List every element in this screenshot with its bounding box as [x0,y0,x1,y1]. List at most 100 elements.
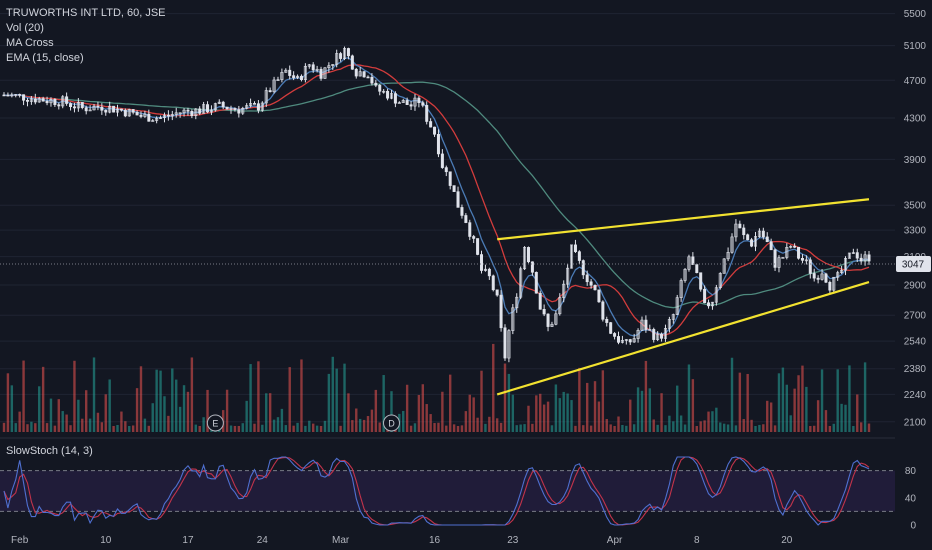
time-tick: 23 [507,535,519,546]
candle-body [421,102,425,106]
candle-body [378,84,382,92]
candle-body [840,269,844,273]
volume-bar [108,379,111,432]
volume-bar [785,384,789,432]
candle-body [323,67,327,79]
candle-body [515,296,519,309]
volume-bar [445,425,448,432]
volume-bar [539,393,542,432]
candle-body [530,261,534,273]
candle-body [753,236,757,247]
volume-bar [816,400,820,432]
volume-bar [69,425,72,432]
volume-bar [441,391,444,432]
volume-bar [61,411,64,432]
candle-body [448,171,452,186]
volume-bar [468,394,471,432]
candle-body [194,108,198,117]
volume-bar [699,421,702,432]
price-axis[interactable]: 5500510047004300390035003300310029002700… [895,0,932,550]
volume-bar [104,394,107,432]
candle-body [589,281,593,286]
candle-body [288,69,292,76]
volume-bar [773,425,777,432]
volume-bar [456,425,460,432]
volume-bar [703,420,706,432]
candle-body [523,247,527,270]
candle-body [100,106,104,111]
candle-body [444,167,448,173]
volume-bar [691,379,695,432]
candle-body [730,236,734,253]
volume-bar [495,418,499,432]
candle-body [292,75,296,79]
volume-bar [139,366,143,432]
candle-body [69,103,73,108]
volume-bar [429,414,432,432]
candle-body [22,94,26,101]
volume-bar [272,419,276,432]
candle-body [570,244,574,269]
time-axis[interactable]: Feb 10 17 24 Mar 16 23 Apr 8 20 [11,535,793,546]
candle-body [206,104,210,113]
stoch-band [0,470,895,512]
candle-body [828,281,832,291]
candle-body [487,268,491,277]
volume-bar [824,410,828,432]
volume-bar [405,384,409,432]
candle-body [166,114,170,117]
trendline-lower [496,280,870,396]
volume-bar [836,369,839,432]
candle-body [88,109,92,112]
candle-body [123,109,127,117]
candle-body [620,340,624,343]
candle-body [358,71,362,77]
volume-bar [601,370,605,432]
candle-body [632,338,636,343]
volume-bar [425,404,428,432]
candle-body [609,322,613,334]
volume-bar [613,425,616,432]
volume-bar [335,368,338,432]
volume-bar [18,411,21,432]
candle-body [593,284,597,291]
volume-bar [852,425,855,432]
candle-body [476,238,480,255]
volume-bar [503,363,507,432]
candle-body [554,313,558,325]
candle-body [80,102,84,108]
volume-bar [550,425,554,432]
candle-body [867,254,871,262]
volume-bar [863,362,867,432]
candle-body [800,257,804,261]
volume-bar [261,424,264,432]
volume-bar [464,411,468,432]
price-tick: 2380 [904,364,927,375]
trendlines[interactable] [496,198,870,396]
volume-bar [112,425,115,432]
candle-body [499,294,503,329]
candle-body [331,64,335,66]
volume-bar [832,423,835,432]
volume-bar [57,399,60,432]
candle-body [566,267,570,285]
stoch-legend: SlowStoch (14, 3) [6,445,93,457]
candle-body [268,90,272,93]
volume-bar [378,422,381,432]
volume-bar [797,375,800,432]
volume-bar [237,425,241,432]
candle-body [366,76,370,79]
volume-bar [672,421,675,432]
candle-body [710,301,714,307]
candle-body [296,75,300,79]
volume-bar [175,379,178,432]
volume-bar [280,408,284,432]
candle-body [538,292,542,310]
candle-body [726,252,730,260]
volume-bar [488,416,491,432]
candle-body [131,109,135,113]
candle-body [354,68,358,77]
volume-bar [711,411,714,432]
